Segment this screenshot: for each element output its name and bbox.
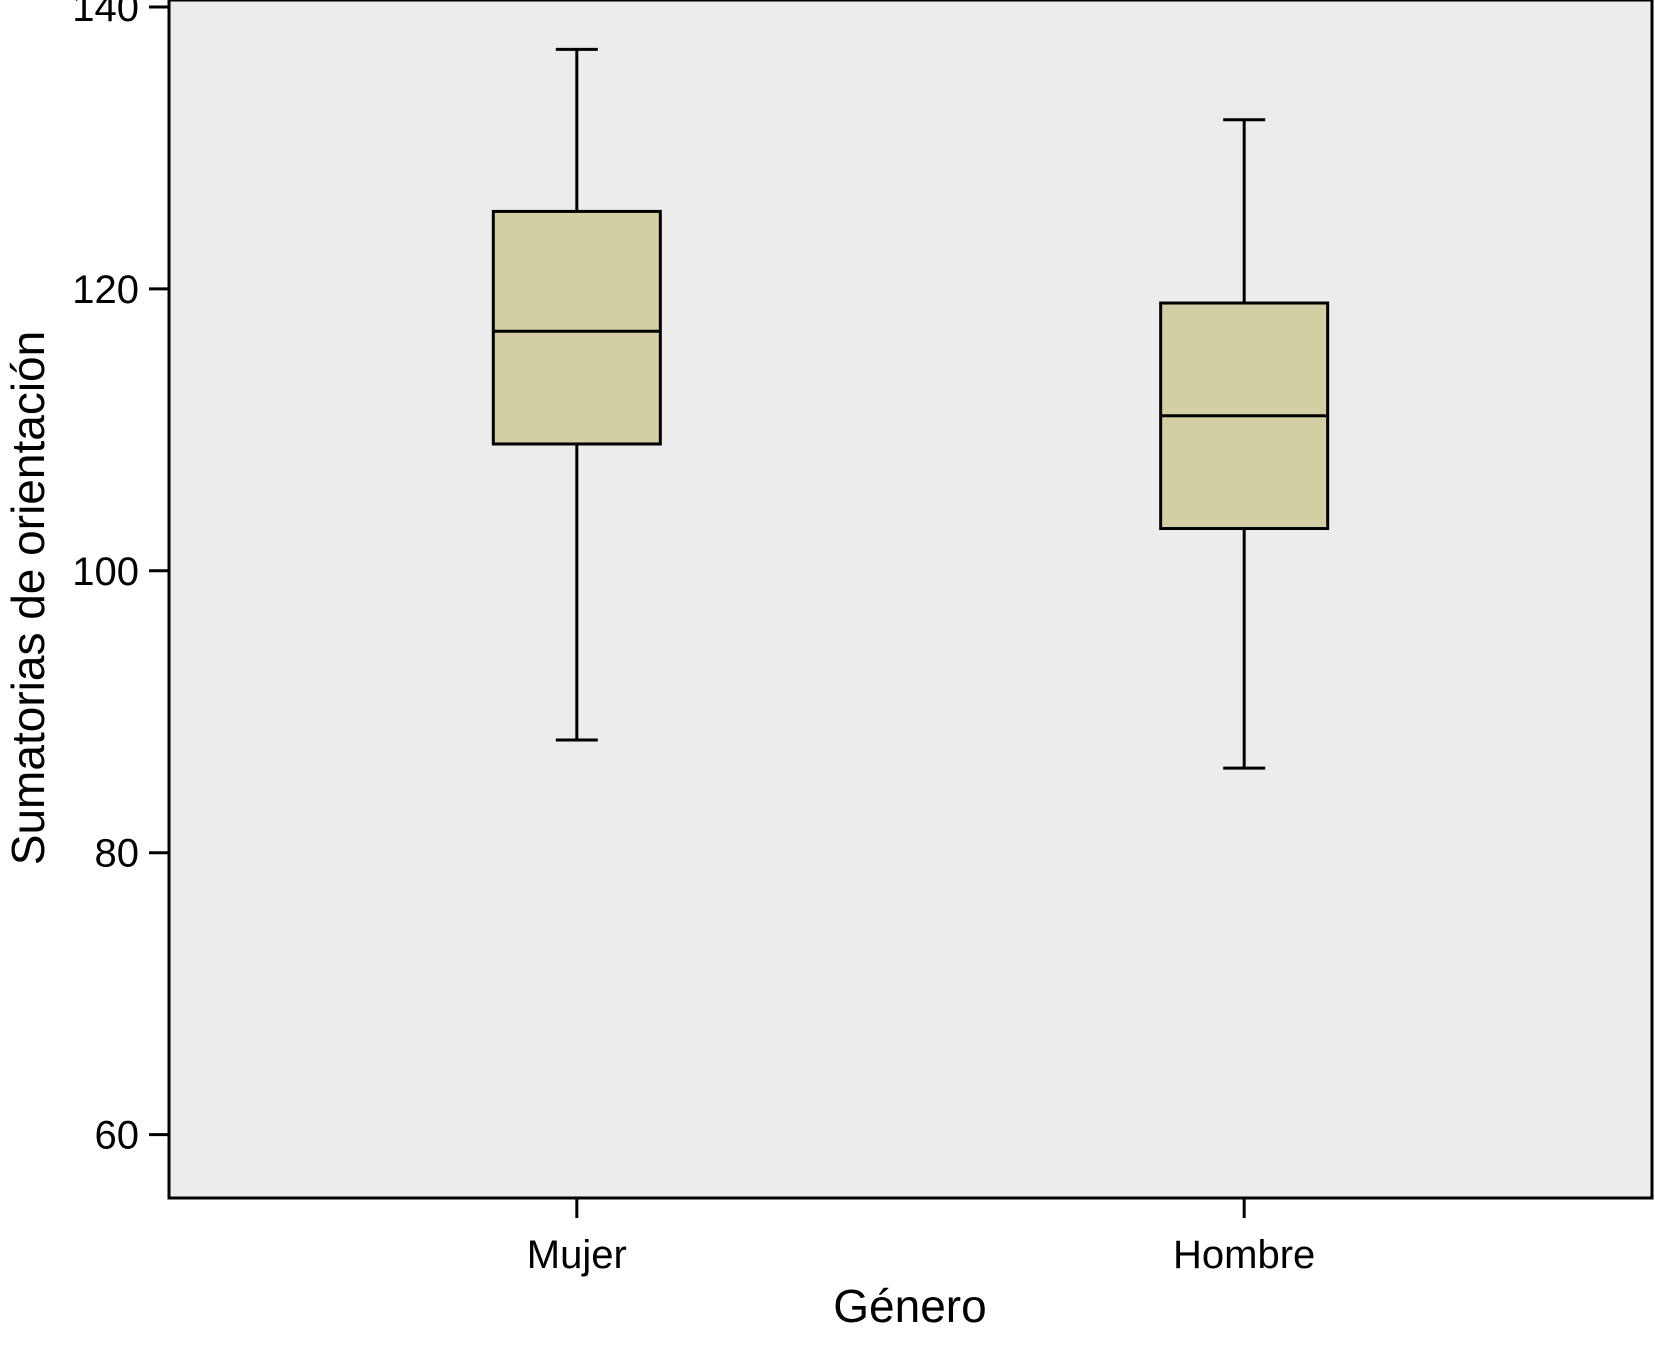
- box-series: [491, 47, 1330, 770]
- y-tick-label: 140: [72, 0, 139, 30]
- box-hombre: [1159, 118, 1330, 770]
- y-tick-label: 60: [95, 1114, 140, 1158]
- y-tick-label: 80: [95, 832, 140, 876]
- y-axis-title: Sumatorias de orientación: [2, 331, 54, 865]
- interquartile-box: [491, 209, 662, 446]
- y-tick-label: 120: [72, 268, 139, 312]
- x-axis: Mujer Hombre: [527, 1198, 1315, 1277]
- x-axis-title: Género: [833, 1280, 986, 1332]
- x-tick-label: Hombre: [1173, 1233, 1315, 1277]
- y-tick-label: 100: [72, 550, 139, 594]
- plot-area: [167, 0, 1654, 1200]
- x-tick-label: Mujer: [527, 1233, 627, 1277]
- y-axis: 60 80 100 120 140: [72, 0, 169, 1158]
- box-mujer: [491, 47, 662, 742]
